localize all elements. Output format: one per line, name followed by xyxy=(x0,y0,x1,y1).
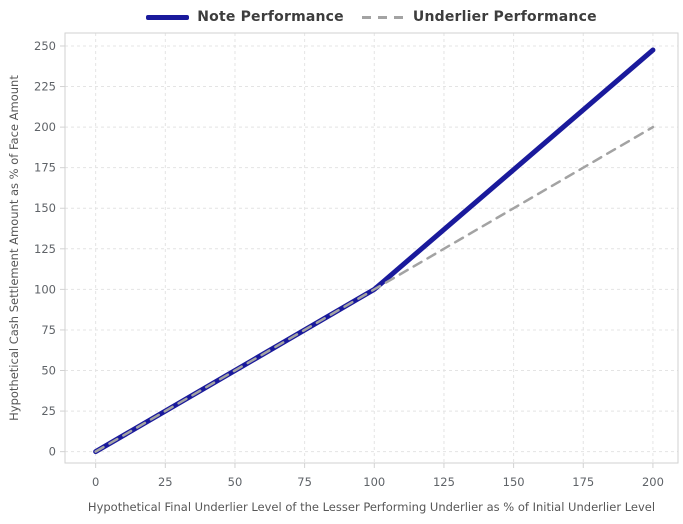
y-tick-label: 250 xyxy=(34,39,56,53)
chart-legend: Note Performance Underlier Performance xyxy=(65,6,678,28)
underlier-performance-line-swatch xyxy=(361,15,405,19)
y-tick-label: 225 xyxy=(34,80,56,94)
y-tick-label: 200 xyxy=(34,120,56,134)
x-axis-label: Hypothetical Final Underlier Level of th… xyxy=(88,500,655,514)
x-tick-label: 50 xyxy=(228,475,243,489)
y-tick-label: 50 xyxy=(41,364,56,378)
plot-border xyxy=(64,32,679,464)
series-line-1 xyxy=(94,125,655,453)
x-tick-label: 75 xyxy=(297,475,312,489)
y-tick-label: 175 xyxy=(34,161,56,175)
y-tick-label: 25 xyxy=(41,404,56,418)
y-tick-label: 75 xyxy=(41,323,56,337)
note-performance-line-swatch xyxy=(146,14,190,20)
y-tick-label: 125 xyxy=(34,242,56,256)
y-tick-label: 150 xyxy=(34,201,56,215)
x-tick-label: 175 xyxy=(572,475,594,489)
legend-label-underlier-performance: Underlier Performance xyxy=(412,9,597,25)
y-axis-label: Hypothetical Cash Settlement Amount as %… xyxy=(7,75,21,421)
legend-label-note-performance: Note Performance xyxy=(197,9,344,25)
x-tick-label: 25 xyxy=(158,475,173,489)
y-tick-label: 100 xyxy=(34,282,56,296)
legend-item-note-performance: Note Performance xyxy=(146,9,344,25)
x-tick-label: 100 xyxy=(363,475,385,489)
x-tick-label: 0 xyxy=(92,475,99,489)
x-tick-label: 125 xyxy=(433,475,455,489)
x-tick-label: 200 xyxy=(642,475,664,489)
x-tick-label: 150 xyxy=(503,475,525,489)
y-tick-label: 0 xyxy=(49,445,56,459)
legend-item-underlier-performance: Underlier Performance xyxy=(361,9,597,25)
